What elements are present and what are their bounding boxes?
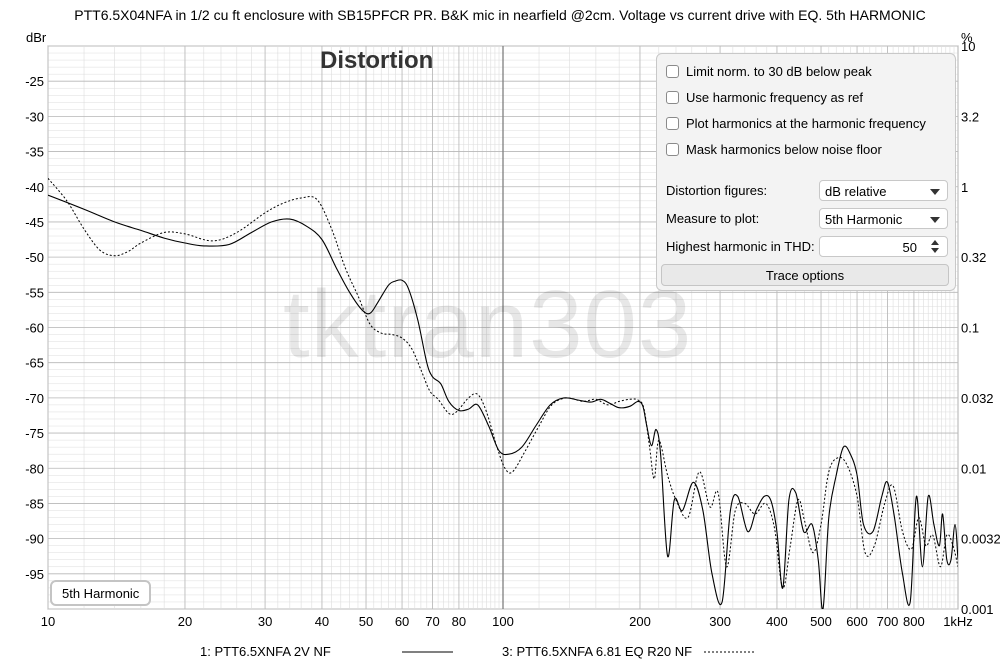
x-tick-label: 80 bbox=[452, 614, 466, 629]
y-tick-label: -65 bbox=[25, 356, 44, 371]
harmonic-ref-label: Use harmonic frequency as ref bbox=[686, 89, 864, 105]
legend-label-series-3: 3: PTT6.5XNFA 6.81 EQ R20 NF bbox=[502, 644, 693, 659]
x-tick-label: 30 bbox=[258, 614, 272, 629]
harmonic-ref-checkbox[interactable] bbox=[666, 90, 679, 104]
highest-harmonic-stepper[interactable]: 50 bbox=[819, 236, 948, 257]
trace-options-button[interactable]: Trace options bbox=[661, 264, 949, 286]
x-tick-label: 50 bbox=[359, 614, 373, 629]
limit-norm-option[interactable]: Limit norm. to 30 dB below peak bbox=[666, 62, 872, 80]
y2-tick-label: 0.1 bbox=[961, 321, 979, 336]
x-tick-label: 200 bbox=[629, 614, 651, 629]
measure-value: 5th Harmonic bbox=[825, 212, 903, 227]
chevron-down-icon bbox=[930, 189, 940, 195]
y-tick-label: -40 bbox=[25, 180, 44, 195]
y2-tick-label: 0.032 bbox=[961, 391, 994, 406]
x-tick-label: 40 bbox=[315, 614, 329, 629]
plot-at-harmonic-label: Plot harmonics at the harmonic frequency bbox=[686, 115, 926, 131]
x-tick-label: 100 bbox=[492, 614, 514, 629]
measure-badge: 5th Harmonic bbox=[50, 580, 152, 606]
x-tick-label: 700 bbox=[877, 614, 899, 629]
x-tick-label: 20 bbox=[178, 614, 192, 629]
distortion-figures-select[interactable]: dB relative bbox=[819, 180, 948, 201]
y2-tick-label: 0.01 bbox=[961, 461, 986, 476]
x-tick-label: 70 bbox=[425, 614, 439, 629]
harmonic-ref-option[interactable]: Use harmonic frequency as ref bbox=[666, 88, 863, 106]
y-tick-label: -35 bbox=[25, 145, 44, 160]
measure-select[interactable]: 5th Harmonic bbox=[819, 208, 948, 229]
y-tick-label: -60 bbox=[25, 321, 44, 336]
plot-at-harmonic-checkbox[interactable] bbox=[666, 116, 679, 130]
legend-label-series-1: 1: PTT6.5XNFA 2V NF bbox=[200, 644, 331, 659]
x-tick-label: 400 bbox=[766, 614, 788, 629]
x-tick-label: 300 bbox=[709, 614, 731, 629]
series-line-2 bbox=[48, 177, 958, 589]
limit-norm-checkbox[interactable] bbox=[666, 64, 679, 78]
x-tick-label: 1kHz bbox=[943, 614, 973, 629]
y2-tick-label: 3.2 bbox=[961, 109, 979, 124]
limit-norm-label: Limit norm. to 30 dB below peak bbox=[686, 63, 872, 79]
mask-harmonics-checkbox[interactable] bbox=[666, 142, 679, 156]
y-tick-label: -25 bbox=[25, 74, 44, 89]
y-tick-label: -55 bbox=[25, 285, 44, 300]
y2-tick-label: 0.32 bbox=[961, 250, 986, 265]
mask-harmonics-option[interactable]: Mask harmonics below noise floor bbox=[666, 140, 882, 158]
plot-title: Distortion bbox=[320, 47, 434, 74]
highest-harmonic-label: Highest harmonic in THD: bbox=[666, 239, 815, 254]
y-tick-label: -75 bbox=[25, 426, 44, 441]
highest-harmonic-value: 50 bbox=[902, 240, 917, 255]
chevron-down-icon bbox=[930, 217, 940, 223]
x-tick-label: 800 bbox=[903, 614, 925, 629]
stepper-down-icon[interactable] bbox=[931, 248, 939, 253]
y-tick-label: -80 bbox=[25, 461, 44, 476]
distortion-figures-label: Distortion figures: bbox=[666, 183, 768, 198]
stepper-up-icon[interactable] bbox=[931, 240, 939, 245]
y2-tick-label: 0.0032 bbox=[961, 532, 1000, 547]
y-tick-label: -70 bbox=[25, 391, 44, 406]
measure-label: Measure to plot: bbox=[666, 211, 760, 226]
series-line-1 bbox=[48, 194, 958, 609]
y-tick-label: -30 bbox=[25, 109, 44, 124]
x-tick-label: 10 bbox=[41, 614, 55, 629]
x-tick-label: 600 bbox=[846, 614, 868, 629]
y-tick-label: -50 bbox=[25, 250, 44, 265]
left-axis-unit: dBr bbox=[26, 30, 47, 45]
x-tick-label: 60 bbox=[395, 614, 409, 629]
right-axis-unit: % bbox=[961, 30, 973, 45]
y-tick-label: -45 bbox=[25, 215, 44, 230]
y2-tick-label: 1 bbox=[961, 180, 968, 195]
chart-title: PTT6.5X04NFA in 1/2 cu ft enclosure with… bbox=[74, 7, 926, 23]
y-tick-label: -95 bbox=[25, 567, 44, 582]
plot-traces bbox=[48, 177, 958, 609]
distortion-figures-value: dB relative bbox=[825, 184, 887, 199]
x-tick-label: 500 bbox=[810, 614, 832, 629]
y2-tick-label: 0.001 bbox=[961, 602, 994, 617]
y2-tick-label: 10 bbox=[961, 39, 975, 54]
y-tick-label: -90 bbox=[25, 532, 44, 547]
axis-ticks: -25 -30 -35 -40 -45 -50 -55 -60 -65 -70 -75 -80 -85 -… bbox=[25, 39, 1000, 629]
distortion-controls-panel: Limit norm. to 30 dB below peak Use harm… bbox=[656, 53, 956, 291]
mask-harmonics-label: Mask harmonics below noise floor bbox=[686, 141, 882, 157]
y-tick-label: -85 bbox=[25, 496, 44, 511]
plot-at-harmonic-option[interactable]: Plot harmonics at the harmonic frequency bbox=[666, 114, 926, 132]
